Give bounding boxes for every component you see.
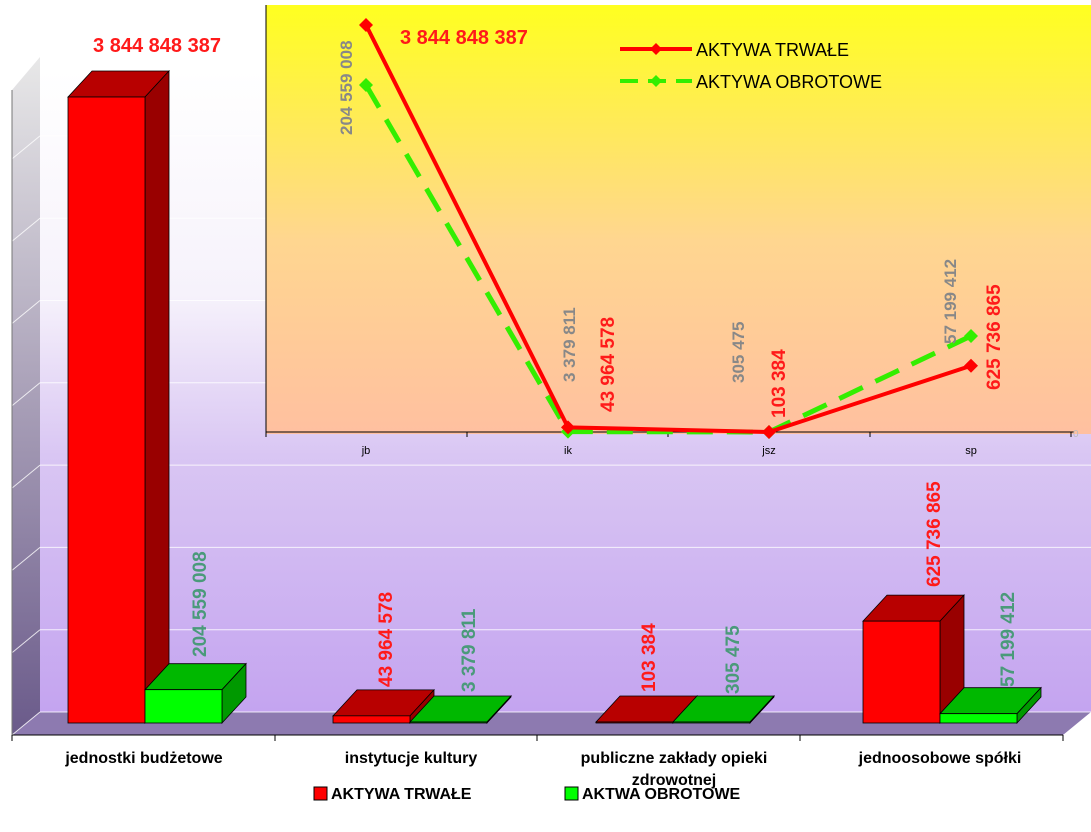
gridline-side [11,217,41,242]
bar-data-label: 103 384 [639,623,660,692]
inset-data-labels: 3 844 848 387 204 559 008 3 379 811 43 964 … [337,27,1005,418]
inset-series-lines [359,18,978,439]
bar-data-label: 43 964 578 [376,592,397,687]
bar-data-label: 625 736 865 [924,481,945,587]
legend-label-obrotowe: AKTWA OBROTOWE [582,786,741,803]
gridline-side [11,547,41,571]
legend-swatch-obrotowe [564,786,579,801]
inset-data-label: 305 475 [729,322,748,383]
inset-category-label: jb [361,445,371,457]
bar [862,620,941,724]
bar-side [144,69,170,725]
category-label: jednoosobowe spółki [858,750,1022,767]
bar [409,721,488,724]
plot-floor [12,712,1091,735]
bar-data-label: 3 379 811 [459,608,480,692]
gridline-side [11,135,41,160]
inset-category-labels: jb ik jsz sp [361,445,977,457]
inset-data-label: 103 384 [769,349,790,418]
category-labels: jednostki budżetowe instytucje kultury pub… [64,750,1021,789]
inset-data-label: 57 199 412 [941,259,960,344]
inset-category-label: sp [965,445,977,457]
bar-series [67,69,1042,725]
point-marker-obrotowe [964,329,978,343]
inset-line-chart: 0 jb ik jsz sp 3 844 848 387 204 559 008 3 37… [265,5,1091,457]
bar-data-label: 3 844 848 387 [93,35,221,57]
legend-bottom: AKTYWA TRWAŁE AKTWA OBROTOWE [313,786,741,803]
inset-data-label: 204 559 008 [337,40,356,135]
bar-data-label: 204 559 008 [190,551,211,657]
category-label: jednostki budżetowe [64,750,222,767]
bar-data-label: 305 475 [723,625,744,694]
bar-data-label: 57 199 412 [998,592,1019,687]
inset-category-label: jsz [761,445,775,457]
gridline-side [11,464,41,489]
inset-data-label: 625 736 865 [984,284,1005,390]
bar [144,689,223,724]
bar [332,715,411,724]
bar-data-labels: 3 844 848 387 204 559 008 43 964 578 3 379 … [93,35,1019,694]
inset-legend-label-obrotowe: AKTYWA OBROTOWE [696,72,882,92]
category-label: zdrowotnej [632,772,716,789]
inset-data-label: 43 964 578 [598,317,619,412]
series-line-trwale [364,24,972,434]
inset-plot-area [266,5,1091,434]
inset-category-label: ik [564,445,572,457]
gridline-side [11,382,41,407]
point-marker-obrotowe [359,78,373,92]
legend-swatch-trwale [313,786,328,801]
point-marker-trwale [561,420,575,435]
point-marker-trwale [762,424,776,439]
inset-legend-label-trwale: AKTYWA TRWAŁE [696,40,849,60]
inset-legend-marker-obrotowe [650,75,662,87]
gridline-side [11,629,41,654]
inset-data-label: 3 844 848 387 [400,27,528,49]
category-label: instytucje kultury [345,750,478,767]
legend-label-trwale: AKTYWA TRWAŁE [331,786,472,803]
point-marker-trwale [359,18,373,32]
bar [595,721,674,724]
plot-side-wall [12,57,40,735]
gridline-side [11,53,41,77]
bar [672,721,751,724]
series-line-obrotowe [363,83,973,435]
point-marker-trwale [964,358,978,373]
category-label: publiczne zakłady opieki [581,750,768,767]
inset-legend-marker-trwale [650,43,662,55]
bar [67,96,146,724]
inset-axis-label-right: 0 [1073,429,1079,440]
bar [939,713,1018,724]
gridline-side [11,300,41,324]
x-axis-ticks [11,735,1064,741]
gridline-side [11,711,41,736]
inset-data-label: 3 379 811 [560,307,579,382]
inset-legend: AKTYWA TRWAŁE AKTYWA OBROTOWE [620,40,882,92]
